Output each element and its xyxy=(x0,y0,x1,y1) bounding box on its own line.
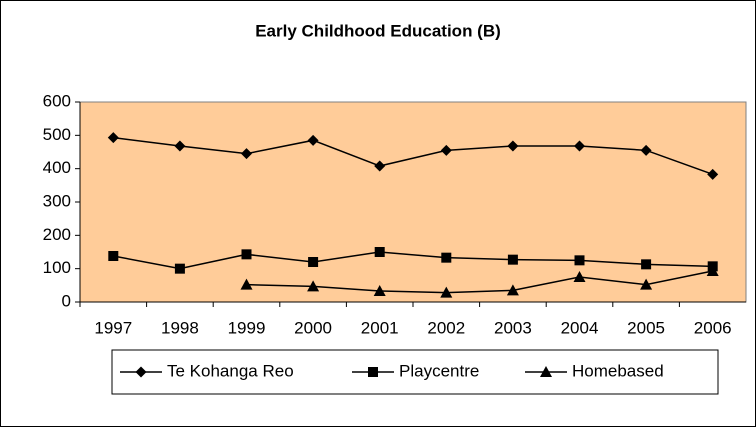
marker xyxy=(507,140,519,152)
marker xyxy=(107,132,119,144)
x-tick-label: 2005 xyxy=(627,318,665,337)
marker xyxy=(440,286,453,298)
marker xyxy=(507,254,518,265)
marker xyxy=(574,255,585,266)
x-tick-label: 2003 xyxy=(494,318,532,337)
x-tick-label: 1998 xyxy=(161,318,199,337)
marker xyxy=(374,247,385,257)
x-tick-label: 2004 xyxy=(561,318,599,337)
marker xyxy=(506,284,519,296)
marker xyxy=(307,134,319,146)
marker xyxy=(174,263,185,274)
chart-title: Early Childhood Education (B) xyxy=(255,21,501,40)
marker xyxy=(573,271,586,282)
marker xyxy=(374,160,386,172)
marker xyxy=(640,278,653,290)
x-tick-label: 2002 xyxy=(427,318,465,337)
series-line xyxy=(113,251,713,270)
marker xyxy=(440,144,452,156)
marker xyxy=(373,285,386,296)
marker xyxy=(574,140,585,152)
legend-label: Playcentre xyxy=(399,361,479,380)
y-tick-label: 300 xyxy=(43,191,71,210)
marker xyxy=(241,249,252,260)
y-tick-label: 600 xyxy=(43,91,71,110)
marker xyxy=(241,148,252,160)
x-tick-label: 2006 xyxy=(694,318,732,337)
x-tick-label: 2000 xyxy=(294,318,332,337)
y-tick-label: 100 xyxy=(43,258,71,277)
legend-box xyxy=(111,349,719,395)
marker xyxy=(441,252,452,263)
marker xyxy=(707,168,719,180)
y-tick-label: 400 xyxy=(43,158,71,177)
legend-label: Te Kohanga Reo xyxy=(167,361,294,380)
series-line xyxy=(113,136,713,176)
y-tick-label: 0 xyxy=(62,291,71,310)
legend-label: Homebased xyxy=(572,361,664,380)
marker xyxy=(135,366,147,378)
marker xyxy=(240,278,253,290)
marker xyxy=(174,140,186,152)
marker xyxy=(640,144,652,156)
marker xyxy=(108,251,119,261)
x-tick-label: 1997 xyxy=(94,318,132,337)
plot-area xyxy=(79,101,747,303)
marker xyxy=(706,265,719,276)
marker xyxy=(641,259,652,270)
marker xyxy=(368,367,378,377)
marker xyxy=(308,257,319,267)
marker xyxy=(307,280,320,292)
y-tick-label: 200 xyxy=(43,225,71,244)
y-tick-label: 500 xyxy=(43,125,71,144)
x-tick-label: 2001 xyxy=(361,318,399,337)
series-line xyxy=(246,270,713,294)
x-tick-label: 1999 xyxy=(228,318,266,337)
marker xyxy=(540,366,552,377)
